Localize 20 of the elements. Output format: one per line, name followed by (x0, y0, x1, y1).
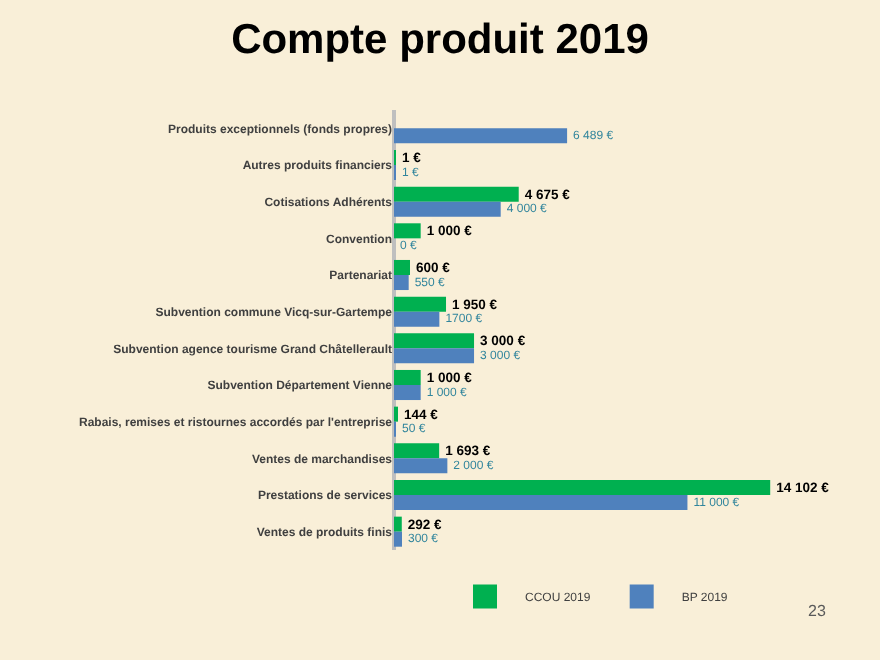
chart-title: Compte produit 2019 (231, 16, 649, 63)
text: 23 (808, 602, 827, 620)
bar (394, 495, 688, 511)
bar (394, 348, 475, 364)
bar (394, 201, 501, 217)
bar (394, 296, 447, 312)
bar (394, 516, 402, 532)
bar (394, 259, 410, 275)
bar (394, 186, 519, 202)
bar (394, 333, 475, 349)
bar (394, 385, 421, 401)
bar (394, 275, 409, 291)
bar (394, 458, 448, 474)
bar (394, 369, 421, 385)
bar (394, 479, 771, 495)
bar (394, 531, 402, 547)
bar (394, 443, 440, 459)
bar (394, 311, 440, 327)
bar (394, 223, 421, 239)
bar (394, 128, 568, 144)
